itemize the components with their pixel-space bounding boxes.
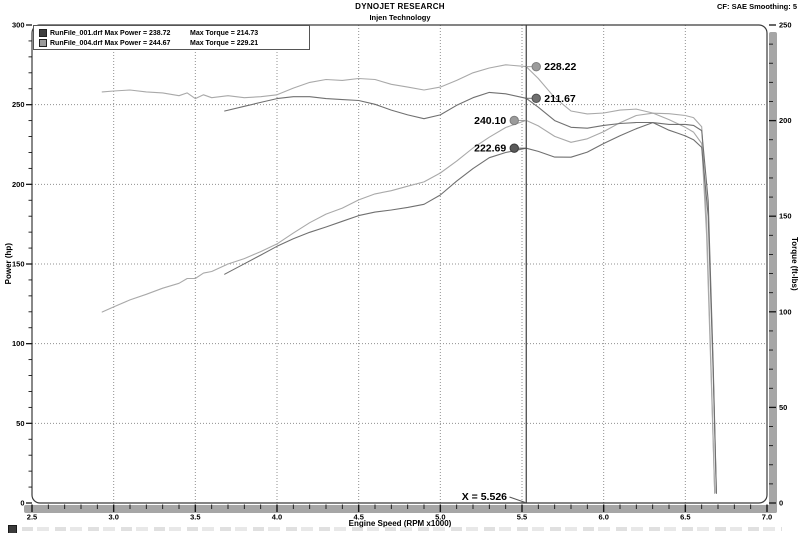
report-subtitle: Injen Technology bbox=[369, 13, 431, 22]
power-tick-label: 300 bbox=[12, 21, 25, 30]
power-tick-label: 200 bbox=[12, 180, 25, 189]
legend-row-runfile-001[interactable]: RunFile_001.drf Max Power = 238.72 Max T… bbox=[39, 28, 309, 38]
cut-off-legend-swatch-icon bbox=[8, 525, 17, 533]
power-axis-title-wrap: Power (hp) bbox=[2, 25, 14, 503]
runfile-004-power-text: RunFile_004.drf Max Power = 244.67 bbox=[50, 40, 190, 47]
report-title: DYNOJET RESEARCH bbox=[355, 2, 445, 11]
runfile-004-max-torque: Max Torque = 229.21 bbox=[190, 39, 259, 47]
x-tick-label: 6.5 bbox=[680, 513, 690, 522]
x-tick-label: 7.0 bbox=[762, 513, 772, 522]
runfile-001-filename: RunFile_001.drf bbox=[50, 29, 103, 37]
x-tick-label: 5.0 bbox=[435, 513, 445, 522]
power-tick-label: 150 bbox=[12, 260, 25, 269]
x-axis-title: Engine Speed (RPM x1000) bbox=[348, 519, 452, 528]
torque-tick-label: 150 bbox=[779, 212, 792, 221]
marker-dot-240-10 bbox=[509, 115, 519, 126]
cursor-label-connector bbox=[509, 496, 526, 503]
x-tick-label: 3.5 bbox=[190, 513, 200, 522]
x-axis-bar bbox=[24, 505, 777, 513]
torque-tick-label: 0 bbox=[779, 499, 783, 508]
marker-dot-228-22 bbox=[531, 61, 541, 72]
runfile-001-max-power: Max Power = 238.72 bbox=[104, 29, 171, 37]
runfile-001-power-text: RunFile_001.drf Max Power = 238.72 bbox=[50, 30, 190, 37]
power-tick-label: 50 bbox=[16, 419, 24, 428]
marker-dot-211-67 bbox=[531, 93, 541, 103]
x-tick-label: 3.0 bbox=[108, 513, 118, 522]
runfile-004-filename: RunFile_004.drf bbox=[50, 39, 103, 47]
x-tick-label: 2.5 bbox=[27, 513, 37, 522]
torque-tick-label: 100 bbox=[779, 307, 792, 316]
marker-label-222-69: 222.69 bbox=[474, 143, 506, 155]
x-tick-label: 5.5 bbox=[517, 513, 527, 522]
cut-off-bottom-legend-row bbox=[6, 524, 794, 533]
correction-smoothing-label: CF: SAE Smoothing: 5 bbox=[717, 2, 797, 11]
torque-tick-label: 50 bbox=[779, 403, 787, 412]
marker-label-228-22: 228.22 bbox=[544, 61, 576, 73]
power-tick-label: 100 bbox=[12, 339, 25, 348]
legend-row-runfile-004[interactable]: RunFile_004.drf Max Power = 244.67 Max T… bbox=[39, 38, 309, 48]
torque-axis-title-wrap: Torque (ft-lbs) bbox=[789, 25, 800, 503]
marker-label-240-10: 240.10 bbox=[474, 115, 506, 127]
runfile-004-drf-torque-curve bbox=[101, 64, 716, 494]
runfile-004-max-power: Max Power = 244.67 bbox=[104, 39, 171, 47]
runfile-004-drf-power-curve bbox=[101, 112, 716, 494]
x-tick-label: 4.5 bbox=[353, 513, 363, 522]
torque-axis-title: Torque (ft-lbs) bbox=[790, 237, 799, 291]
cut-off-text-smudge bbox=[22, 527, 782, 531]
runfile-001-drf-torque-curve bbox=[224, 91, 717, 494]
run-legend-box: RunFile_001.drf Max Power = 238.72 Max T… bbox=[33, 25, 310, 50]
power-tick-label: 0 bbox=[20, 499, 24, 508]
runfile-001-drf-power-curve bbox=[224, 122, 717, 494]
runfile-001-color-swatch bbox=[39, 29, 47, 37]
runfile-001-max-torque: Max Torque = 214.73 bbox=[190, 29, 259, 37]
power-tick-label: 250 bbox=[12, 100, 25, 109]
marker-label-211-67: 211.67 bbox=[544, 93, 576, 105]
torque-tick-label: 250 bbox=[779, 21, 792, 30]
x-tick-label: 6.0 bbox=[598, 513, 608, 522]
torque-tick-label: 200 bbox=[779, 116, 792, 125]
cursor-x-label: X = 5.526 bbox=[462, 491, 507, 503]
marker-dot-222-69 bbox=[509, 143, 519, 153]
right-axis-bar bbox=[769, 32, 777, 513]
x-tick-label: 4.0 bbox=[272, 513, 282, 522]
runfile-004-color-swatch bbox=[39, 39, 47, 47]
power-axis-title: Power (hp) bbox=[3, 243, 13, 285]
